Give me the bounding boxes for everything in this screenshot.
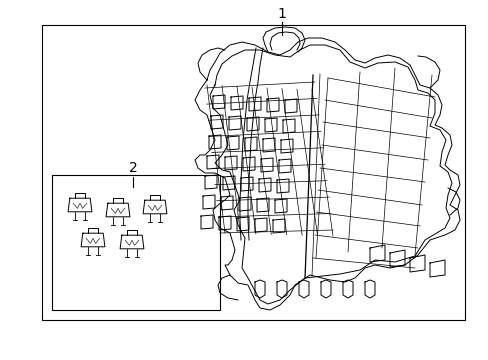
Text: 1: 1	[277, 7, 286, 21]
Bar	[42, 25, 464, 320]
Text: 2: 2	[128, 161, 137, 175]
Bar	[52, 175, 220, 310]
